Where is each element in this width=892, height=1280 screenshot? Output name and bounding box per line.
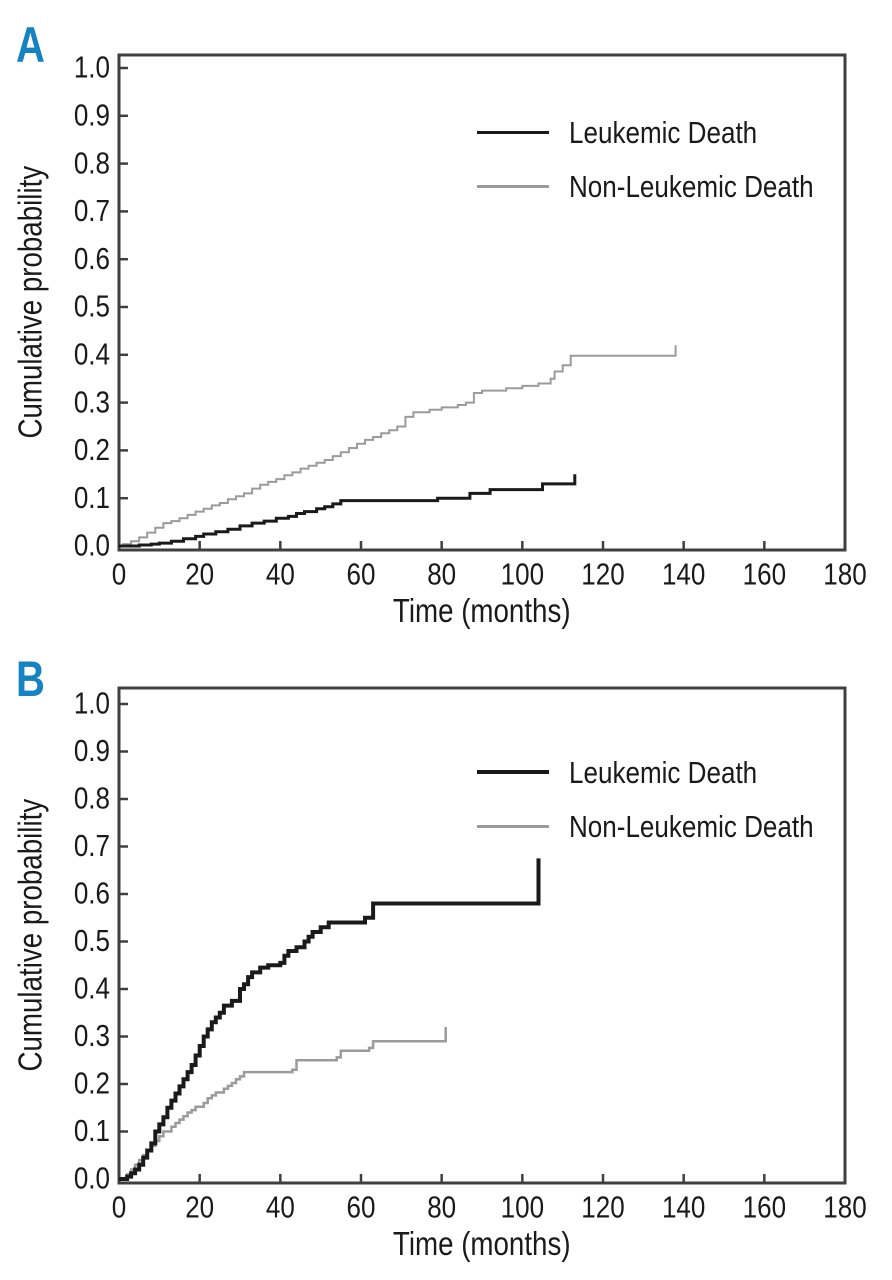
x-tick-label: 80 <box>427 558 456 593</box>
y-tick-label: 0.3 <box>74 1019 110 1054</box>
x-tick-label: 140 <box>662 558 705 593</box>
x-tick-label: 140 <box>662 1191 705 1226</box>
panel-b-legend-item-non-leukemic: Non-Leukemic Death <box>477 808 860 844</box>
x-tick-label: 80 <box>427 1191 456 1226</box>
y-tick-label: 0.4 <box>74 972 110 1007</box>
y-tick-label: 0.3 <box>74 385 110 420</box>
non-leukemic-death-legend-label: Non-Leukemic Death <box>569 808 814 844</box>
y-tick-label: 0.7 <box>74 829 110 864</box>
series-leukemic-death-curve <box>119 858 541 1181</box>
x-tick-label: 20 <box>185 558 214 593</box>
panel-b-legend-item-leukemic: Leukemic Death <box>477 754 793 790</box>
panel-a-y-axis-title: Cumulative probability <box>11 53 49 553</box>
y-tick-label: 0.8 <box>74 782 110 817</box>
plot-frame <box>117 53 847 552</box>
y-tick-label: 0.2 <box>74 1067 110 1102</box>
non-leukemic-death-line-swatch <box>477 824 549 828</box>
x-tick-label: 60 <box>347 558 376 593</box>
panel-a-y-axis-title-text: Cumulative probability <box>11 166 49 439</box>
leukemic-death-legend-label: Leukemic Death <box>569 114 758 150</box>
y-tick-label: 0.7 <box>74 194 110 229</box>
y-tick-label: 0.6 <box>74 877 110 912</box>
leukemic-death-legend-label: Leukemic Death <box>569 754 758 790</box>
y-tick-label: 0.1 <box>74 1114 110 1149</box>
x-tick-label: 40 <box>266 1191 295 1226</box>
panel-a-plot: 0 20 40 60 80 100 120 140 160 180 0.0 0.1 0.2 0.3 0.4 0… <box>74 51 867 593</box>
y-tick-label: 0.8 <box>74 146 110 181</box>
x-tick-label: 160 <box>743 1191 786 1226</box>
x-tick-label: 100 <box>501 1191 544 1226</box>
non-leukemic-death-line-swatch <box>477 184 549 188</box>
x-tick-label: 60 <box>347 1191 376 1226</box>
panel-a-legend-item-leukemic: Leukemic Death <box>477 114 793 150</box>
y-tick-label: 0.5 <box>74 924 110 959</box>
x-tick-label: 20 <box>185 1191 214 1226</box>
panel-b-x-axis-title-text: Time (months) <box>393 1225 571 1262</box>
x-tick-label: 120 <box>581 1191 624 1226</box>
y-tick-label: 0.9 <box>74 734 110 769</box>
y-tick-label: 0.6 <box>74 242 110 277</box>
y-tick-label: 0.5 <box>74 290 110 325</box>
panel-a-label: A <box>16 17 45 73</box>
series-leukemic-death-curve <box>119 474 577 548</box>
y-tick-label: 0.0 <box>74 529 110 564</box>
panel-b-label: B <box>16 651 45 707</box>
leukemic-death-line-swatch <box>477 130 549 134</box>
panel-b-y-axis-title: Cumulative probability <box>11 686 49 1186</box>
y-tick-label: 0.0 <box>74 1162 110 1197</box>
y-tick-label: 1.0 <box>74 51 110 86</box>
panel-b-x-axis-title: Time (months) <box>282 1227 682 1260</box>
leukemic-death-line-swatch <box>477 770 549 774</box>
panel-a-legend-item-non-leukemic: Non-Leukemic Death <box>477 168 860 204</box>
x-tick-label: 160 <box>743 558 786 593</box>
x-tick-label: 40 <box>266 558 295 593</box>
x-tick-label: 0 <box>112 558 126 593</box>
series-non-leukemic-death-curve <box>119 345 677 547</box>
y-tick-label: 0.2 <box>74 433 110 468</box>
panel-a-x-axis-title-text: Time (months) <box>393 592 571 629</box>
y-tick-label: 0.9 <box>74 98 110 133</box>
y-tick-label: 0.1 <box>74 481 110 516</box>
panel-a-x-axis-title: Time (months) <box>282 594 682 627</box>
x-tick-label: 180 <box>823 1191 866 1226</box>
x-tick-label: 180 <box>823 558 866 593</box>
x-tick-label: 100 <box>501 558 544 593</box>
series-non-leukemic-death-curve <box>119 1027 447 1181</box>
non-leukemic-death-legend-label: Non-Leukemic Death <box>569 168 814 204</box>
x-tick-label: 120 <box>581 558 624 593</box>
y-tick-label: 1.0 <box>74 687 110 722</box>
panel-b-plot: 0 20 40 60 80 100 120 140 160 180 0.0 0.1 0.2 0.3 0.4 0… <box>74 686 867 1226</box>
y-tick-label: 0.4 <box>74 337 110 372</box>
panel-b-y-axis-title-text: Cumulative probability <box>11 799 49 1072</box>
plot-frame <box>117 686 847 1185</box>
x-tick-label: 0 <box>112 1191 126 1226</box>
